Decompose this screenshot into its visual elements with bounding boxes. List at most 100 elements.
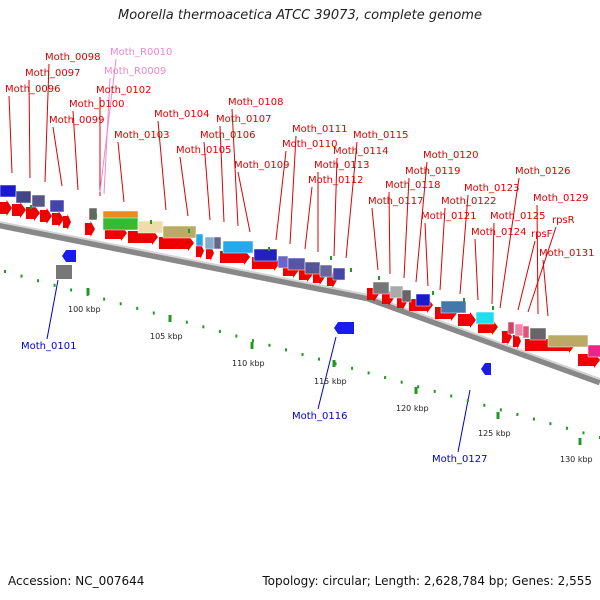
- gene-label[interactable]: Moth_0119: [405, 166, 460, 177]
- label-leader-line: [345, 141, 358, 259]
- gene-label[interactable]: Moth_0131: [539, 248, 594, 259]
- marker: [378, 276, 380, 280]
- ruler-major-tick: [496, 412, 500, 419]
- gene-label[interactable]: Moth_0107: [216, 114, 271, 125]
- gene-label[interactable]: Moth_0118: [385, 180, 440, 191]
- gene-label[interactable]: Moth_0106: [200, 130, 255, 141]
- ruler-tick-label: 120 kbp: [396, 404, 429, 413]
- label-leader-line: [527, 226, 557, 313]
- gene-label[interactable]: Moth_0103: [114, 130, 169, 141]
- label-leader-line: [289, 135, 297, 245]
- label-leader-line: [474, 238, 479, 301]
- label-leader-line: [459, 194, 469, 295]
- gene-label[interactable]: Moth_0121: [421, 211, 476, 222]
- ruler-minor-tick: [103, 297, 106, 301]
- gene-label[interactable]: rpsR: [552, 215, 575, 226]
- label-leader-line: [491, 222, 495, 305]
- label-leader-line: [103, 77, 111, 195]
- ruler-major-tick: [86, 288, 90, 295]
- ruler-minor-tick: [119, 302, 122, 306]
- gene-block: [514, 323, 524, 337]
- gene-label[interactable]: Moth_0104: [154, 109, 209, 120]
- gene-block: [332, 267, 346, 281]
- gene-label[interactable]: Moth_0111: [292, 124, 347, 135]
- ruler-minor-tick: [284, 348, 287, 352]
- gene-label[interactable]: Moth_0109: [234, 160, 289, 171]
- gene-label[interactable]: Moth_0112: [308, 175, 363, 186]
- gene-label[interactable]: Moth_0099: [49, 115, 104, 126]
- ruler-tick-label: 100 kbp: [68, 305, 101, 314]
- ruler-minor-tick: [499, 408, 502, 412]
- gene-block: [587, 344, 600, 358]
- marker: [432, 291, 434, 295]
- ruler-minor-tick: [218, 329, 221, 333]
- gene-label[interactable]: Moth_0126: [515, 166, 570, 177]
- gene-arrow: [0, 200, 12, 216]
- gene-block: [319, 264, 333, 278]
- gene-label[interactable]: Moth_0125: [490, 211, 545, 222]
- gene-label[interactable]: Moth_0110: [282, 139, 337, 150]
- gene-label[interactable]: Moth_0108: [228, 97, 283, 108]
- gene-block: [277, 255, 289, 269]
- gene-label-reverse[interactable]: Moth_0127: [432, 454, 487, 465]
- ruler-minor-tick: [532, 417, 535, 421]
- gene-label[interactable]: Moth_0115: [353, 130, 408, 141]
- reverse-gene-arrow: [334, 322, 354, 334]
- label-leader-line: [275, 150, 287, 241]
- label-leader-line: [536, 204, 539, 315]
- gene-block: [507, 321, 515, 335]
- reverse-gene-arrow: [481, 363, 491, 375]
- ruler-major-tick: [332, 360, 336, 367]
- gene-block: [195, 233, 204, 247]
- genome-axis: [0, 221, 600, 386]
- ruler-minor-tick: [516, 412, 519, 416]
- gene-label[interactable]: Moth_0113: [314, 160, 369, 171]
- gene-block: [522, 325, 530, 339]
- gene-label-reverse[interactable]: Moth_0116: [292, 411, 347, 422]
- ruler-major-tick: [168, 315, 172, 322]
- ruler-major-tick: [578, 438, 582, 445]
- gene-label[interactable]: Moth_0096: [5, 84, 60, 95]
- gene-block: [529, 327, 547, 341]
- gene-label[interactable]: Moth_0124: [471, 227, 526, 238]
- ruler-minor-tick: [334, 362, 337, 366]
- gene-block: [287, 257, 306, 271]
- ruler-minor-tick: [37, 279, 40, 283]
- rna-label[interactable]: Moth_R0010: [110, 47, 172, 58]
- gene-label-reverse[interactable]: Moth_0101: [21, 341, 76, 352]
- ruler-minor-tick: [20, 274, 23, 278]
- marker: [463, 298, 465, 302]
- gene-label[interactable]: Moth_0117: [368, 196, 423, 207]
- gene-label[interactable]: Moth_0105: [176, 145, 231, 156]
- gene-label[interactable]: Moth_0123: [464, 183, 519, 194]
- label-leader-line: [44, 63, 50, 183]
- gene-block: [475, 311, 495, 325]
- gene-label[interactable]: Moth_0122: [441, 196, 496, 207]
- rna-label[interactable]: Moth_R0009: [104, 66, 166, 77]
- label-leader-line: [388, 191, 391, 275]
- label-leader-line: [499, 177, 520, 309]
- label-leader-line: [157, 120, 167, 211]
- ruler-minor-tick: [433, 389, 436, 393]
- gene-arrow: [26, 205, 40, 221]
- gene-label[interactable]: rpsF: [531, 229, 553, 240]
- gene-label[interactable]: Moth_0100: [69, 99, 124, 110]
- gene-label[interactable]: Moth_0129: [533, 193, 588, 204]
- gene-block: [253, 248, 278, 262]
- gene-label[interactable]: Moth_0120: [423, 150, 478, 161]
- ruler-minor-tick: [400, 380, 403, 384]
- gene-arrow: [159, 235, 194, 251]
- label-leader-line: [28, 79, 31, 179]
- gene-label[interactable]: Moth_0097: [25, 68, 80, 79]
- gene-label[interactable]: Moth_0114: [333, 146, 388, 157]
- marker: [150, 220, 152, 224]
- gene-block: [102, 217, 139, 231]
- reverse-gene-arrow: [62, 250, 76, 262]
- gene-arrow: [63, 214, 71, 230]
- label-leader-line: [415, 161, 428, 283]
- label-leader-line: [219, 125, 225, 223]
- gene-block: [372, 281, 390, 295]
- gene-label[interactable]: Moth_0102: [96, 85, 151, 96]
- ruler-minor-tick: [549, 422, 552, 426]
- gene-label[interactable]: Moth_0098: [45, 52, 100, 63]
